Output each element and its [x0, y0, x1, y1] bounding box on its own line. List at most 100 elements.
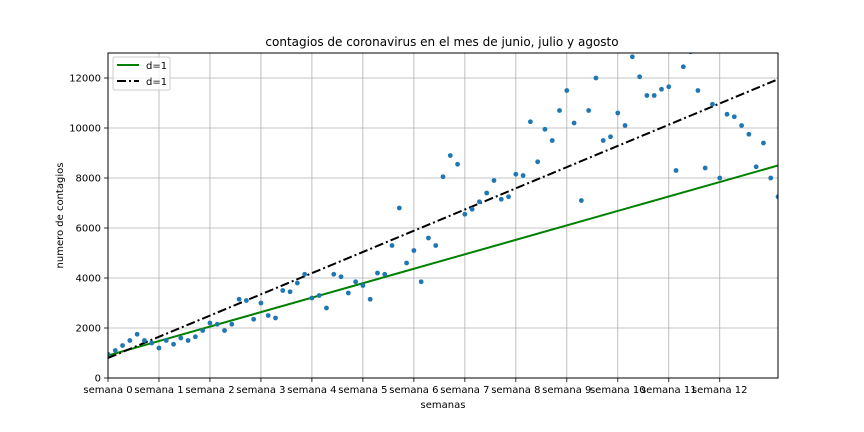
data-point [557, 108, 562, 113]
data-point [200, 328, 206, 333]
data-point [360, 283, 366, 288]
data-point [768, 175, 774, 181]
data-point [108, 351, 111, 357]
data-point [178, 335, 184, 341]
data-point [163, 338, 169, 343]
data-point [309, 295, 315, 301]
data-point [134, 331, 140, 337]
data-point [265, 313, 271, 318]
data-point [382, 271, 388, 277]
x-ticks: semana 0 semana 1 semana 2 semana 3 semana 4… [83, 378, 748, 396]
data-point [222, 328, 227, 333]
data-point [498, 196, 504, 202]
data-point [702, 165, 708, 171]
data-point [171, 341, 176, 347]
data-point [484, 190, 490, 196]
x-tick-label: semana 7 [440, 385, 489, 396]
x-tick-label: semana 9 [542, 385, 591, 396]
data-point [243, 298, 249, 303]
data-point [673, 168, 679, 173]
data-point [185, 338, 191, 343]
x-tick-label: semana 0 [83, 385, 132, 396]
data-point [338, 274, 344, 280]
data-point [192, 334, 198, 340]
data-point [389, 243, 395, 248]
data-point [717, 175, 723, 181]
data-point [294, 280, 300, 286]
x-tick-label: semana 8 [491, 385, 540, 396]
data-point [127, 338, 133, 343]
data-point [280, 288, 286, 293]
data-point [724, 111, 730, 117]
x-tick-label: semana 10 [590, 385, 646, 396]
data-point [637, 74, 643, 80]
data-point [455, 161, 460, 167]
data-point [469, 206, 475, 212]
data-point [331, 271, 337, 277]
data-point [651, 93, 657, 98]
data-point [418, 279, 424, 285]
data-point [695, 88, 701, 93]
data-point [739, 123, 744, 128]
data-point [302, 271, 308, 277]
data-point [426, 235, 431, 241]
legend-label-solid: d=1 [146, 61, 167, 72]
y-tick-label: 0 [95, 374, 101, 385]
data-point [731, 114, 737, 120]
data-point [629, 54, 635, 60]
y-tick-label: 6000 [76, 224, 101, 235]
x-tick-label: semana 11 [641, 385, 697, 396]
x-tick-label: semana 1 [134, 385, 183, 396]
data-point [506, 194, 511, 200]
data-point [513, 171, 519, 177]
data-point [440, 174, 446, 180]
data-point [447, 153, 453, 158]
data-point [229, 321, 235, 327]
data-point [149, 340, 155, 346]
x-tick-label: semana 12 [692, 385, 748, 396]
data-point [258, 300, 264, 306]
data-point [710, 101, 715, 107]
data-point [608, 134, 613, 140]
x-tick-label: semana 5 [338, 385, 387, 396]
data-point [775, 194, 778, 200]
fit-lines [108, 78, 778, 359]
data-point [142, 338, 147, 343]
fit-line-solid [108, 164, 778, 357]
data-point [477, 199, 482, 205]
y-ticks: 0 2000 4000 6000 8000 10000 12000 [69, 74, 108, 385]
data-point [120, 343, 125, 348]
data-point [316, 293, 322, 298]
data-point [761, 140, 766, 146]
y-tick-label: 10000 [69, 124, 101, 135]
x-axis-title: semanas [421, 400, 466, 411]
data-point [324, 305, 329, 311]
data-point [156, 345, 162, 351]
y-tick-label: 12000 [69, 74, 101, 85]
data-point [353, 279, 359, 285]
data-point [659, 86, 664, 92]
data-point [746, 131, 752, 137]
x-tick-label: semana 4 [287, 385, 336, 396]
data-point [112, 348, 118, 353]
data-point [615, 110, 621, 116]
data-point [345, 290, 351, 296]
data-point [644, 93, 650, 98]
data-point [273, 315, 278, 321]
data-point [680, 64, 686, 70]
data-point [666, 84, 672, 90]
data-point [527, 119, 533, 125]
data-point [542, 126, 548, 132]
data-point [214, 321, 220, 327]
legend-label-dashdot: d=1 [146, 77, 167, 88]
y-tick-label: 8000 [76, 174, 101, 185]
x-tick-label: semana 2 [185, 385, 234, 396]
y-tick-label: 2000 [76, 324, 101, 335]
fit-line-dashdot [108, 78, 778, 359]
y-axis-title: numero de contagios [55, 163, 66, 269]
x-tick-label: semana 3 [236, 385, 285, 396]
chart-title: contagios de coronavirus en el mes de ju… [265, 35, 618, 49]
data-point [287, 289, 293, 295]
data-point [433, 243, 439, 248]
